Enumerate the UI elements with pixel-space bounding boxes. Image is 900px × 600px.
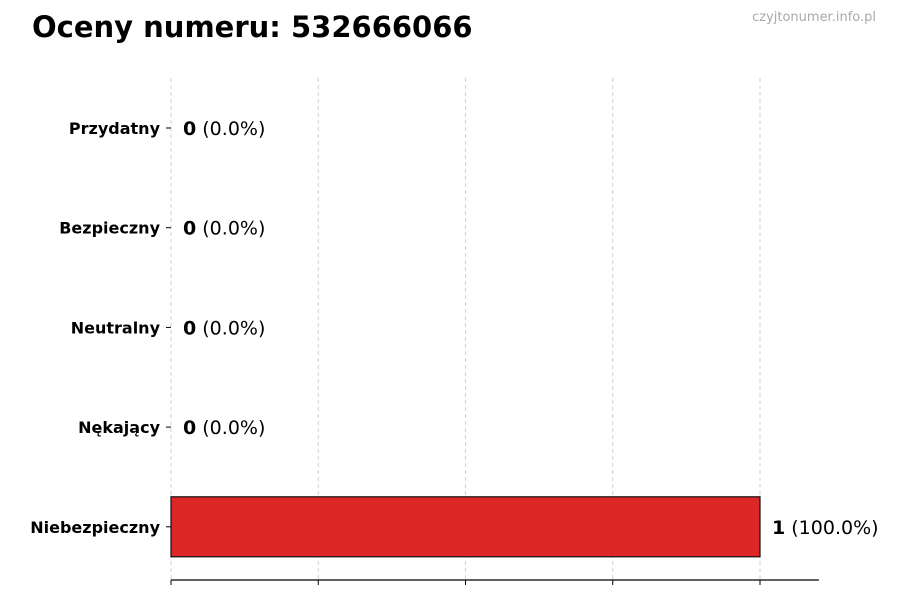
value-label: 0 (0.0%)	[183, 218, 265, 240]
chart-title: Oceny numeru: 532666066	[32, 10, 473, 44]
value-count: 0	[183, 317, 196, 339]
value-percent: (100.0%)	[785, 517, 878, 539]
value-count: 1	[772, 517, 785, 539]
value-count: 0	[183, 118, 196, 140]
value-percent: (0.0%)	[196, 417, 265, 439]
value-label: 0 (0.0%)	[183, 118, 265, 140]
value-count: 0	[183, 218, 196, 240]
value-percent: (0.0%)	[196, 317, 265, 339]
category-label: Bezpieczny	[59, 219, 160, 238]
category-label: Przydatny	[69, 119, 161, 138]
watermark: czyjtonumer.info.pl	[752, 10, 876, 25]
value-percent: (0.0%)	[196, 118, 265, 140]
category-label: Neutralny	[71, 318, 161, 337]
category-label: Niebezpieczny	[30, 518, 160, 537]
value-percent: (0.0%)	[196, 218, 265, 240]
category-label: Nękający	[78, 418, 160, 437]
value-label: 0 (0.0%)	[183, 417, 265, 439]
value-label: 1 (100.0%)	[772, 517, 879, 539]
value-count: 0	[183, 417, 196, 439]
value-label: 0 (0.0%)	[183, 317, 265, 339]
bar-4	[170, 496, 761, 558]
